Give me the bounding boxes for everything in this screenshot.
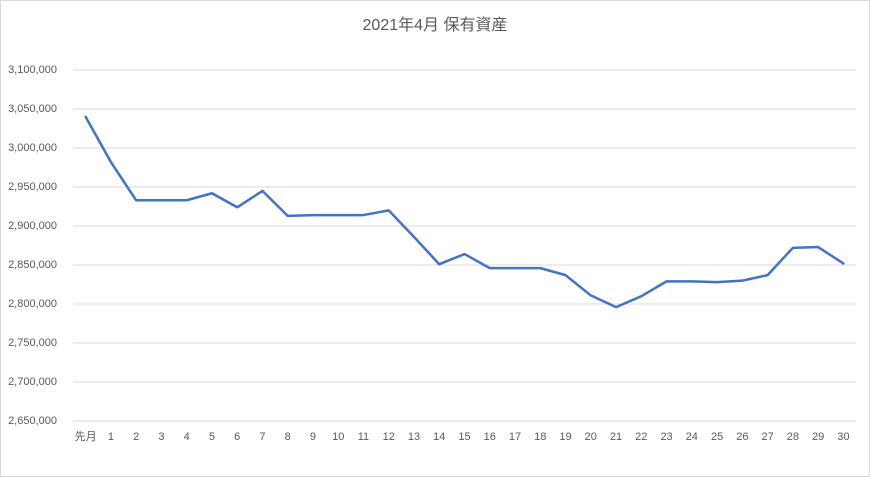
x-tick-label: 20 [585,431,597,443]
y-tick-label: 2,900,000 [8,220,57,232]
y-tick-label: 2,650,000 [8,415,57,427]
x-tick-label: 5 [209,431,215,443]
x-tick-label: 2 [133,431,139,443]
chart-title: 2021年4月 保有資産 [363,16,508,34]
x-tick-label: 19 [559,431,571,443]
data-line [84,115,845,309]
x-tick-label: 21 [610,431,622,443]
x-tick-label: 4 [184,431,190,443]
x-tick-label: 18 [534,431,546,443]
y-tick-label: 3,100,000 [8,64,57,76]
x-tick-label: 27 [761,431,773,443]
x-tick-label: 15 [458,431,470,443]
x-tick-label: 11 [358,431,369,443]
x-tick-label: 3 [158,431,164,443]
x-tick-label: 24 [686,431,698,443]
y-tick-label: 3,000,000 [8,142,57,154]
x-tick-label: 9 [310,431,316,443]
y-tick-label: 2,950,000 [8,181,57,193]
x-tick-label: 26 [736,431,748,443]
y-tick-label: 2,850,000 [8,259,57,271]
x-tick-label: 14 [433,431,445,443]
x-tick-label: 22 [635,431,647,443]
x-tick-label: 8 [285,431,291,443]
x-tick-label: 16 [484,431,496,443]
y-tick-label: 2,800,000 [8,298,57,310]
y-tick-label: 3,050,000 [8,103,57,115]
x-tick-label: 17 [509,431,521,443]
x-tick-label: 25 [711,431,723,443]
x-tick-label: 1 [108,431,114,443]
x-tick-label: 28 [787,431,799,443]
y-tick-label: 2,750,000 [8,337,57,349]
x-tick-label: 30 [837,431,849,443]
x-tick-label: 先月 [75,430,97,443]
x-tick-label: 10 [332,431,344,443]
y-tick-label: 2,700,000 [8,376,57,388]
x-tick-label: 23 [660,431,672,443]
x-tick-label: 6 [234,431,240,443]
x-tick-label: 12 [383,431,395,443]
x-tick-label: 29 [812,431,824,443]
x-tick-label: 13 [408,431,420,443]
x-tick-label: 7 [259,431,265,443]
